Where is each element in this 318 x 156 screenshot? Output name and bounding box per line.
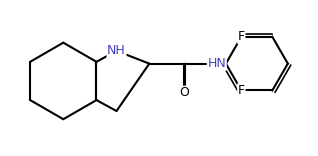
Text: O: O xyxy=(179,86,189,99)
Text: HN: HN xyxy=(207,57,226,70)
Text: NH: NH xyxy=(107,44,126,57)
Text: F: F xyxy=(238,84,245,97)
Text: F: F xyxy=(238,30,245,43)
